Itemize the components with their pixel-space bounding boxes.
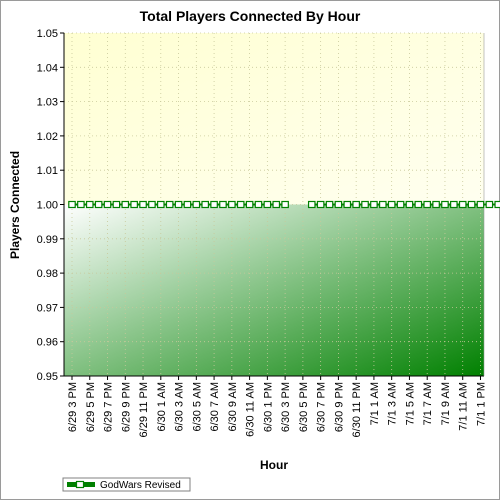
- data-point: [94, 200, 103, 209]
- data-point: [467, 200, 476, 209]
- data-point: [370, 200, 378, 209]
- data-point: [307, 200, 316, 209]
- x-tick-label: 6/29 9 PM: [120, 382, 132, 432]
- y-tick-label: 0.95: [37, 371, 58, 383]
- x-tick-label: 7/1 9 AM: [440, 382, 452, 425]
- data-point: [139, 200, 147, 209]
- x-tick-label: 6/30 9 AM: [227, 382, 239, 432]
- data-point: [103, 200, 112, 209]
- data-point: [334, 200, 343, 209]
- x-tick-label: 6/30 11 AM: [245, 382, 257, 437]
- y-tick-label: 1.00: [37, 200, 58, 212]
- data-point: [281, 200, 289, 209]
- x-axis-ticks: 6/29 3 PM 6/29 5 PM 6/29 7 PM 6/29 9 PM 6/29…: [67, 376, 487, 437]
- y-tick-label: 1.02: [37, 131, 58, 143]
- data-point: [272, 200, 281, 209]
- data-point: [148, 200, 156, 209]
- data-point: [201, 200, 210, 209]
- data-point: [236, 200, 245, 209]
- data-point: [485, 200, 494, 209]
- data-point: [183, 200, 192, 209]
- x-tick-label: 6/30 7 PM: [316, 382, 328, 432]
- x-tick-label: 7/1 5 AM: [404, 382, 416, 425]
- x-tick-label: 6/30 3 PM: [280, 382, 292, 432]
- x-axis-label: Hour: [260, 458, 288, 472]
- x-tick-label: 6/30 7 AM: [209, 382, 221, 432]
- y-tick-label: 1.04: [37, 62, 58, 74]
- data-point: [450, 200, 458, 209]
- data-point: [325, 200, 334, 209]
- x-tick-label: 6/29 3 PM: [67, 382, 79, 432]
- data-point: [112, 200, 121, 209]
- x-tick-label: 6/29 7 PM: [103, 382, 115, 432]
- y-tick-label: 1.03: [37, 97, 58, 109]
- data-point: [85, 200, 94, 209]
- x-tick-label: 7/1 11 AM: [458, 382, 470, 431]
- y-tick-label: 1.01: [37, 165, 58, 177]
- x-tick-label: 7/1 7 AM: [422, 382, 434, 425]
- series-area-fill: [64, 204, 484, 376]
- data-point: [343, 200, 352, 209]
- data-point: [494, 200, 500, 209]
- data-point: [174, 200, 183, 209]
- x-tick-label: 6/29 5 PM: [85, 382, 97, 432]
- data-point: [245, 200, 254, 209]
- x-tick-label: 7/1 1 PM: [475, 382, 487, 426]
- x-tick-label: 6/30 1 PM: [262, 382, 274, 432]
- x-tick-label: 6/30 11 PM: [351, 382, 363, 437]
- data-point: [387, 200, 396, 209]
- data-point: [361, 200, 369, 209]
- data-point: [130, 200, 138, 209]
- data-point: [316, 200, 325, 209]
- data-point: [432, 200, 440, 209]
- y-tick-label: 0.96: [37, 337, 58, 349]
- data-point: [165, 200, 174, 209]
- data-point: [414, 200, 423, 209]
- data-point: [423, 200, 432, 209]
- data-point: [396, 200, 405, 209]
- x-tick-label: 7/1 1 AM: [369, 382, 381, 425]
- legend: GodWars Revised: [62, 477, 191, 492]
- plot-area: [64, 33, 484, 376]
- data-point: [379, 200, 387, 209]
- x-tick-label: 6/30 5 AM: [191, 382, 203, 432]
- x-tick-label: 7/1 3 AM: [387, 382, 399, 425]
- data-point: [254, 200, 263, 209]
- data-point: [441, 200, 449, 209]
- data-point: [263, 200, 272, 209]
- x-tick-label: 6/30 1 AM: [156, 382, 168, 432]
- chart-title: Total Players Connected By Hour: [140, 8, 361, 24]
- x-tick-label: 6/30 3 AM: [174, 382, 186, 432]
- x-tick-label: 6/29 11 PM: [138, 382, 150, 437]
- data-point: [68, 200, 76, 209]
- y-tick-label: 0.97: [37, 302, 58, 314]
- x-tick-label: 6/30 9 PM: [333, 382, 345, 432]
- plot-bg-upper: [64, 33, 484, 205]
- data-point: [219, 200, 227, 209]
- y-tick-label: 0.99: [37, 234, 58, 246]
- y-tick-label: 1.05: [37, 28, 58, 40]
- data-point: [192, 200, 201, 209]
- data-point: [458, 200, 467, 209]
- y-axis-ticks: 0.95 0.96 0.97 0.98 0.99 1.00 1.01 1.02 1.03 1.04…: [37, 28, 64, 383]
- legend-series-marker: [75, 480, 85, 489]
- data-point: [405, 200, 414, 209]
- data-point: [157, 200, 165, 209]
- legend-label: GodWars Revised: [100, 480, 181, 491]
- data-point: [121, 200, 130, 209]
- x-tick-label: 6/30 5 PM: [298, 382, 310, 432]
- legend-box: [62, 477, 191, 492]
- data-point: [228, 200, 236, 209]
- data-point: [352, 200, 360, 209]
- data-point: [210, 200, 218, 209]
- y-tick-label: 0.98: [37, 268, 58, 280]
- data-point: [77, 200, 85, 209]
- y-axis-label: Players Connected: [8, 151, 22, 259]
- data-point: [476, 200, 485, 209]
- series-layer: [68, 200, 500, 209]
